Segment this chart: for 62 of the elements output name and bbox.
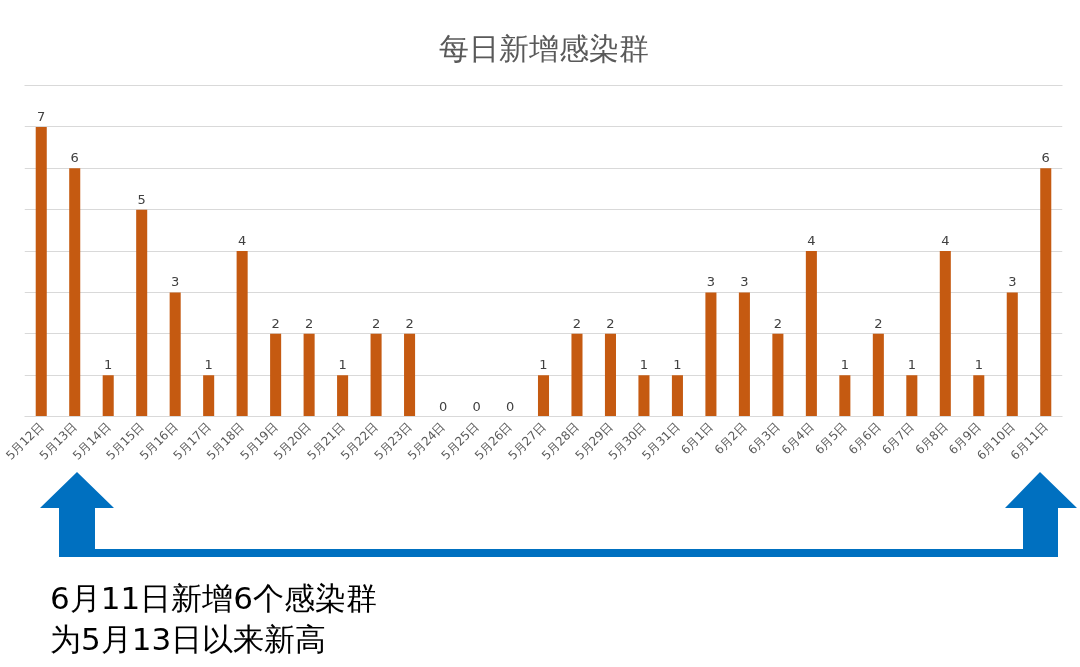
data-label: 1 (204, 357, 213, 373)
bar (370, 333, 382, 417)
data-label: 2 (405, 315, 414, 331)
data-label: 1 (840, 357, 849, 373)
data-label: 0 (505, 398, 515, 414)
data-label: 2 (304, 315, 314, 331)
data-label: 3 (171, 274, 180, 290)
bar (1040, 168, 1052, 417)
bar (270, 333, 282, 417)
data-label: 2 (874, 315, 883, 331)
data-label: 3 (706, 274, 716, 290)
data-label: 2 (371, 315, 381, 331)
bar (1006, 292, 1018, 417)
bar (738, 292, 750, 417)
bar (169, 292, 181, 417)
data-label: 2 (271, 315, 280, 331)
data-label: 2 (773, 315, 783, 331)
bar (69, 168, 81, 417)
bar (303, 333, 315, 417)
data-label: 4 (941, 233, 950, 248)
bar (35, 126, 47, 417)
bar (136, 209, 148, 417)
data-label: 0 (472, 398, 481, 414)
data-label: 2 (572, 315, 582, 331)
bar (906, 375, 918, 417)
text: 6月11日新增6个感染群 (50, 579, 377, 618)
bar (772, 333, 784, 417)
bar (872, 333, 884, 417)
data-label: 1 (539, 357, 548, 373)
text: 为5月13日以来新高 (50, 620, 328, 659)
bar (203, 375, 215, 417)
data-label: 3 (740, 274, 749, 290)
data-label: 1 (639, 357, 649, 373)
bar (705, 292, 717, 417)
data-label: 4 (238, 233, 247, 248)
bar (805, 251, 817, 417)
data-label: 6 (1041, 150, 1050, 166)
chart-title: 每日新增感染群 (438, 31, 649, 66)
bar (404, 333, 416, 417)
bar (839, 375, 851, 417)
bar (671, 375, 683, 417)
data-label: 1 (673, 357, 682, 373)
bar (337, 375, 349, 417)
data-label: 1 (104, 357, 113, 373)
bar (236, 251, 248, 417)
data-label: 5 (137, 191, 146, 207)
data-label: 1 (974, 357, 983, 373)
data-label: 2 (606, 315, 615, 331)
data-label: 4 (807, 233, 816, 248)
data-label: 1 (907, 357, 916, 373)
bar (537, 375, 550, 417)
data-label: 7 (37, 108, 46, 124)
bar (939, 251, 951, 417)
data-label: 1 (338, 357, 347, 373)
data-label: 0 (438, 398, 448, 414)
bar (638, 375, 650, 417)
bar (571, 333, 583, 417)
data-label: 6 (70, 150, 79, 166)
data-label: 3 (1008, 274, 1017, 290)
bar (973, 375, 985, 417)
bar (102, 375, 114, 417)
bar (604, 333, 616, 417)
